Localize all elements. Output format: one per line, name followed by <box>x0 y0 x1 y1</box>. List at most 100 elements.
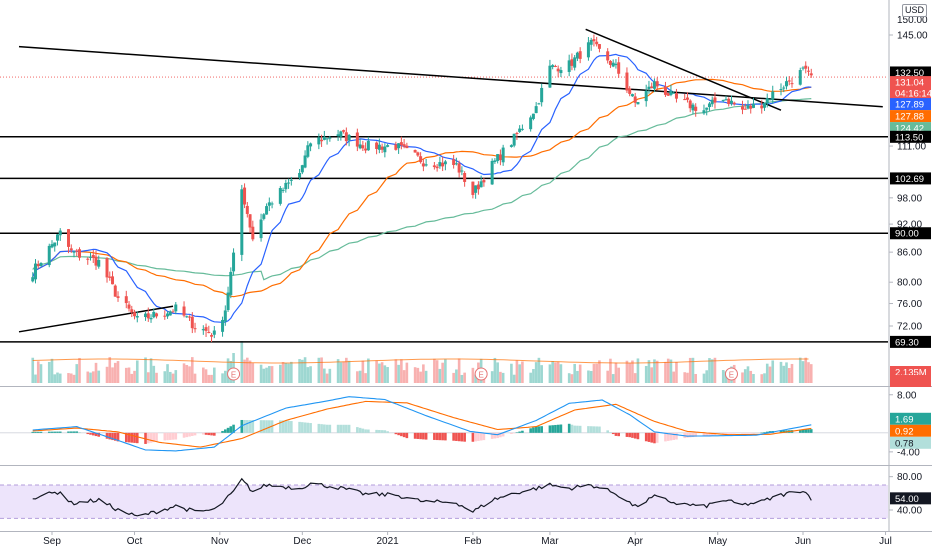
volume-bar <box>752 374 755 383</box>
volume-bar <box>708 358 711 383</box>
candlestick <box>669 84 673 97</box>
macd-line <box>32 396 812 452</box>
candlestick <box>683 93 687 101</box>
candlestick <box>166 311 170 319</box>
macd-histogram-bar <box>284 420 288 433</box>
price-level-badge: 69.30 <box>890 335 931 348</box>
macd-histogram-bar <box>163 432 167 441</box>
currency-label[interactable]: USD <box>902 4 928 17</box>
candle-body <box>149 317 153 320</box>
candle-body <box>515 132 519 134</box>
candlestick <box>617 56 621 78</box>
macd-histogram-bar <box>422 432 425 440</box>
macd-histogram-bar <box>97 432 101 437</box>
macd-axis-label: -4.00 <box>897 447 920 458</box>
candlestick <box>452 154 456 169</box>
macd-histogram-bar <box>636 432 640 440</box>
candle-body <box>782 87 786 89</box>
macd-histogram-bar <box>705 432 709 436</box>
candle-body <box>226 292 230 311</box>
candlestick <box>515 131 519 140</box>
candlestick <box>573 55 577 71</box>
candlestick <box>457 160 461 178</box>
volume-bar <box>749 370 753 383</box>
candlestick <box>567 54 571 77</box>
volume-bar <box>345 357 348 383</box>
candlestick <box>182 301 186 318</box>
volume-bar <box>171 373 175 383</box>
candlestick <box>782 85 786 93</box>
macd-histogram-bar <box>113 432 117 441</box>
volume-bar <box>628 363 631 383</box>
date-axis-label: Nov <box>211 536 229 547</box>
candlestick <box>284 179 288 193</box>
macd-histogram-bar <box>301 422 304 433</box>
candle-body <box>97 260 101 267</box>
candlestick <box>111 271 115 285</box>
candlestick <box>479 175 483 188</box>
earnings-marker-label: E <box>231 371 236 380</box>
macd-histogram-bar <box>248 420 252 433</box>
volume-bar <box>435 360 439 383</box>
candlestick <box>625 67 629 93</box>
candlestick <box>463 171 467 187</box>
macd-histogram-bar <box>598 426 601 433</box>
candle-body <box>633 96 637 103</box>
volume-bar <box>86 371 90 383</box>
volume-bar <box>518 364 521 383</box>
candlestick <box>540 83 544 107</box>
volume-bar <box>383 365 387 383</box>
volume-bar <box>741 372 744 383</box>
candlestick <box>496 153 500 164</box>
candle-body <box>298 172 302 178</box>
candle-body <box>347 134 351 141</box>
trendline <box>585 28 782 111</box>
candlestick <box>713 92 717 109</box>
macd-histogram-bar <box>182 432 186 438</box>
candle-body <box>67 229 71 247</box>
macd-histogram-bar <box>232 424 235 433</box>
candlestick <box>732 101 736 106</box>
candle-body <box>336 134 340 136</box>
candlestick <box>248 214 252 233</box>
candlestick <box>278 186 282 206</box>
volume-bar <box>416 367 420 383</box>
macd-histogram-bar <box>452 432 455 441</box>
candlestick <box>358 138 362 150</box>
candle-body <box>595 41 599 45</box>
candle-body <box>303 155 307 168</box>
candlestick <box>559 66 563 78</box>
candlestick <box>251 220 255 242</box>
macd-histogram-bar <box>567 423 571 433</box>
volume-bar <box>188 366 191 383</box>
candlestick <box>262 213 266 221</box>
candle-body <box>174 304 178 312</box>
candle-body <box>328 137 332 139</box>
candle-body <box>377 144 381 150</box>
volume-bar <box>336 359 340 383</box>
candle-body <box>625 72 629 91</box>
macd-histogram-bar <box>724 432 728 434</box>
macd-histogram-bar <box>397 432 400 436</box>
volume-bar <box>760 374 764 383</box>
candlestick <box>655 77 659 91</box>
macd-histogram-bar <box>204 432 208 435</box>
candle-body <box>647 86 651 90</box>
price-level-badge-background <box>890 227 931 240</box>
candle-body <box>56 234 60 241</box>
candle-body <box>650 86 654 89</box>
macd-histogram-bar <box>532 427 535 433</box>
macd-value-badge-background <box>890 412 931 425</box>
volume-bar <box>625 360 629 383</box>
macd-histogram-bar <box>653 432 656 444</box>
candlestick <box>201 325 205 335</box>
histogram-value-badge-text: 0.78 <box>895 438 914 449</box>
candle-body <box>361 145 365 149</box>
volume-bar <box>133 370 136 383</box>
candlestick <box>454 157 458 166</box>
candle-body <box>570 59 574 66</box>
price-level-badge-text: 102.69 <box>895 174 924 185</box>
volume-bar <box>452 372 455 383</box>
macd-histogram-bar <box>669 432 673 441</box>
